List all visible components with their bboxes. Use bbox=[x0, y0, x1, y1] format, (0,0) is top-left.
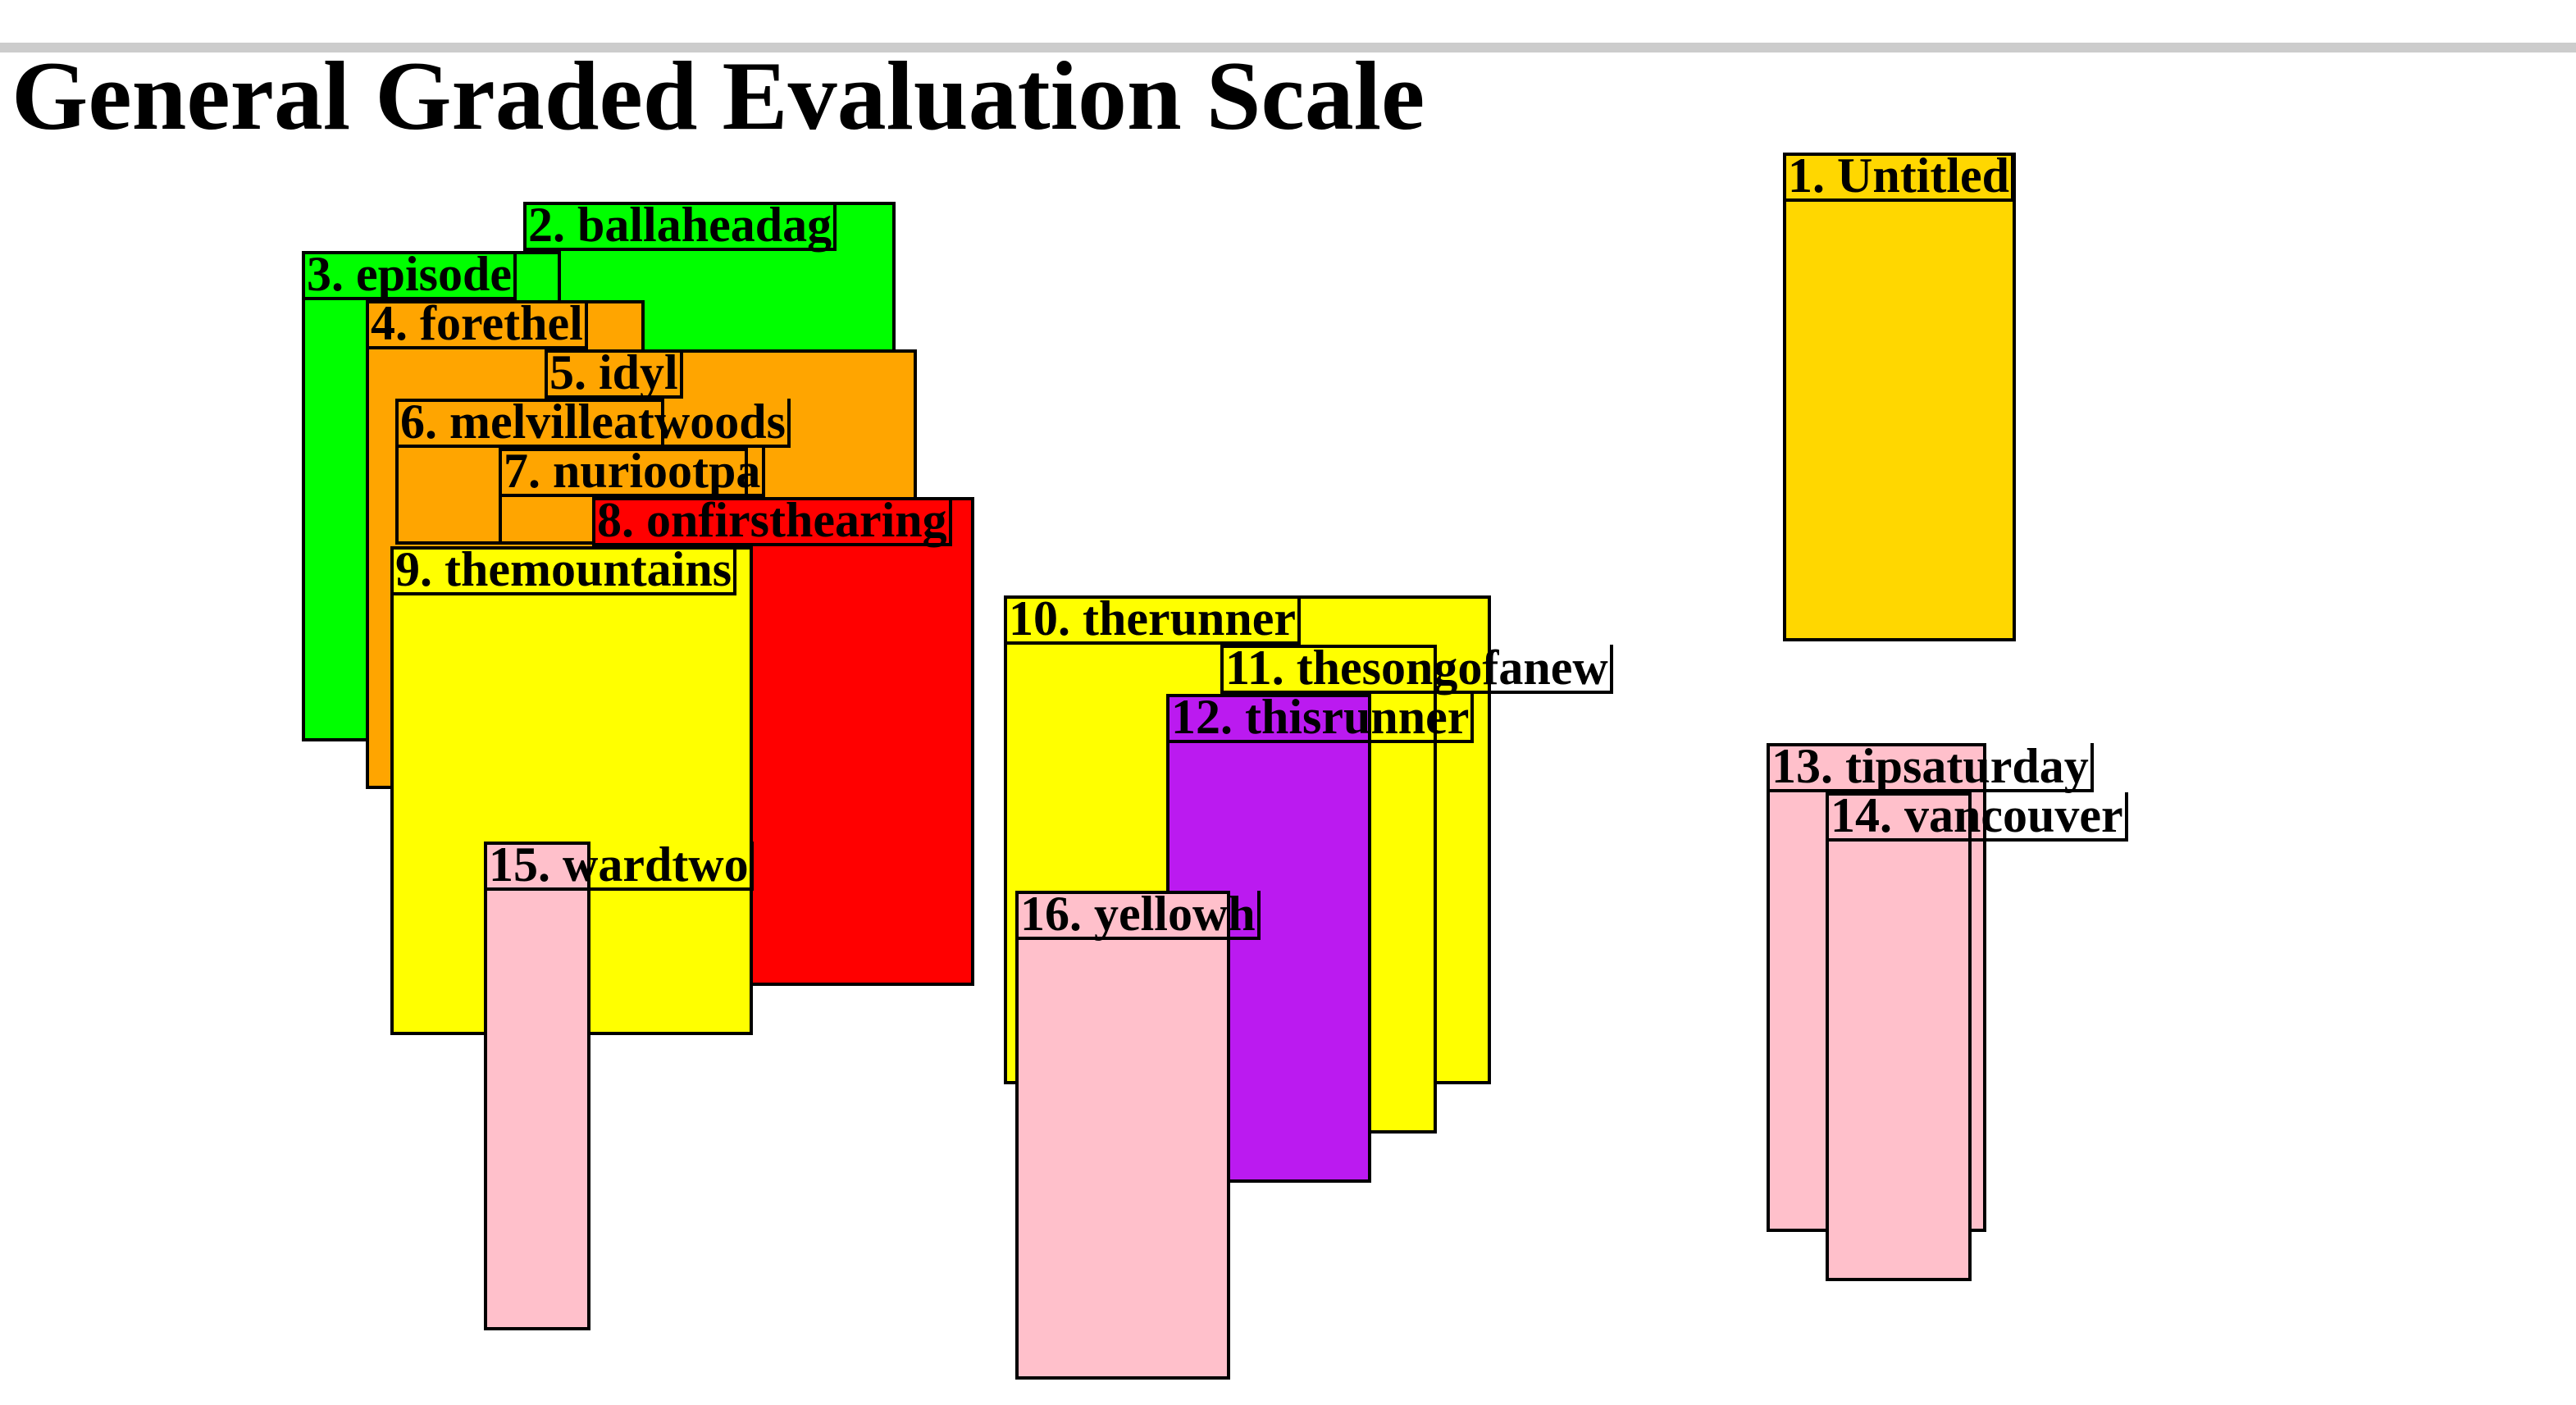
evaluation-box-label: 3. episode bbox=[302, 249, 517, 300]
evaluation-box bbox=[484, 842, 590, 1330]
evaluation-box-label: 8. onfirsthearing bbox=[592, 495, 952, 546]
evaluation-box-label: 4. forethel bbox=[366, 299, 588, 349]
evaluation-box bbox=[1015, 891, 1230, 1380]
evaluation-box-label: 5. idyl bbox=[545, 348, 683, 399]
top-divider bbox=[0, 43, 2576, 52]
evaluation-box-label: 14. vancouver bbox=[1826, 791, 2128, 842]
evaluation-box-label: 13. tipsaturday bbox=[1767, 741, 2094, 792]
evaluation-box-label: 7. nuriootpa bbox=[499, 446, 766, 497]
evaluation-box-label: 6. melvilleatwoods bbox=[395, 397, 791, 448]
evaluation-box bbox=[1783, 153, 2016, 641]
evaluation-box bbox=[1826, 792, 1972, 1281]
evaluation-box-label: 9. themountains bbox=[390, 545, 737, 595]
evaluation-box-label: 12. thisrunner bbox=[1166, 692, 1475, 743]
evaluation-box-label: 10. therunner bbox=[1004, 594, 1301, 645]
evaluation-box-label: 16. yellowh bbox=[1015, 889, 1261, 940]
evaluation-box-label: 1. Untitled bbox=[1783, 151, 2014, 202]
evaluation-box-label: 15. wardtwo bbox=[484, 840, 754, 891]
evaluation-box-label: 2. ballaheadag bbox=[523, 200, 837, 251]
page-title: General Graded Evaluation Scale bbox=[11, 41, 1425, 150]
evaluation-box-label: 11. thesongofanew bbox=[1220, 643, 1613, 694]
